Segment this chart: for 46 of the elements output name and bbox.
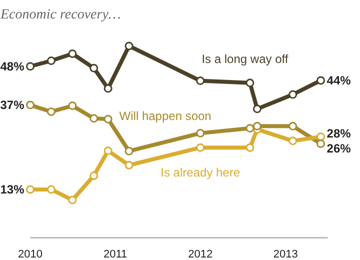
point <box>68 49 77 58</box>
data-label: 26% <box>326 142 352 156</box>
point <box>90 64 98 72</box>
point <box>246 78 254 88</box>
point <box>104 84 112 93</box>
chart-title: Economic recovery… <box>0 8 121 22</box>
point <box>316 139 326 148</box>
point <box>104 146 112 156</box>
point <box>288 90 298 99</box>
x-tick-label: 2010 <box>18 248 42 260</box>
x-tick-label: 2012 <box>188 248 213 260</box>
data-label: 13% <box>0 182 25 196</box>
point <box>68 102 77 110</box>
point <box>252 104 262 114</box>
point <box>196 143 205 152</box>
data-label: 37% <box>0 98 25 112</box>
series-label: Is a long way off <box>202 52 289 66</box>
point <box>288 136 298 146</box>
point <box>26 100 34 110</box>
point <box>288 122 298 130</box>
data-label: 44% <box>326 73 352 88</box>
point <box>46 107 56 116</box>
point <box>46 185 56 194</box>
point <box>316 76 326 85</box>
point <box>316 132 326 141</box>
x-tick-label: 2013 <box>273 248 298 260</box>
data-label: 48% <box>0 59 25 74</box>
point <box>90 171 98 180</box>
point <box>246 124 254 133</box>
point <box>124 42 134 50</box>
series-label: Will happen soon <box>119 109 212 124</box>
point <box>252 122 262 130</box>
point <box>90 114 98 123</box>
series-label: Is already here <box>160 166 240 180</box>
point <box>196 76 205 86</box>
point <box>246 143 254 152</box>
point <box>124 160 134 170</box>
point <box>46 56 56 65</box>
point <box>68 196 77 204</box>
x-tick-label: 2011 <box>103 248 128 260</box>
point <box>196 128 205 138</box>
point <box>26 185 34 194</box>
data-label: 28% <box>326 126 352 141</box>
point <box>26 62 34 71</box>
point <box>104 114 112 124</box>
point <box>124 146 134 156</box>
